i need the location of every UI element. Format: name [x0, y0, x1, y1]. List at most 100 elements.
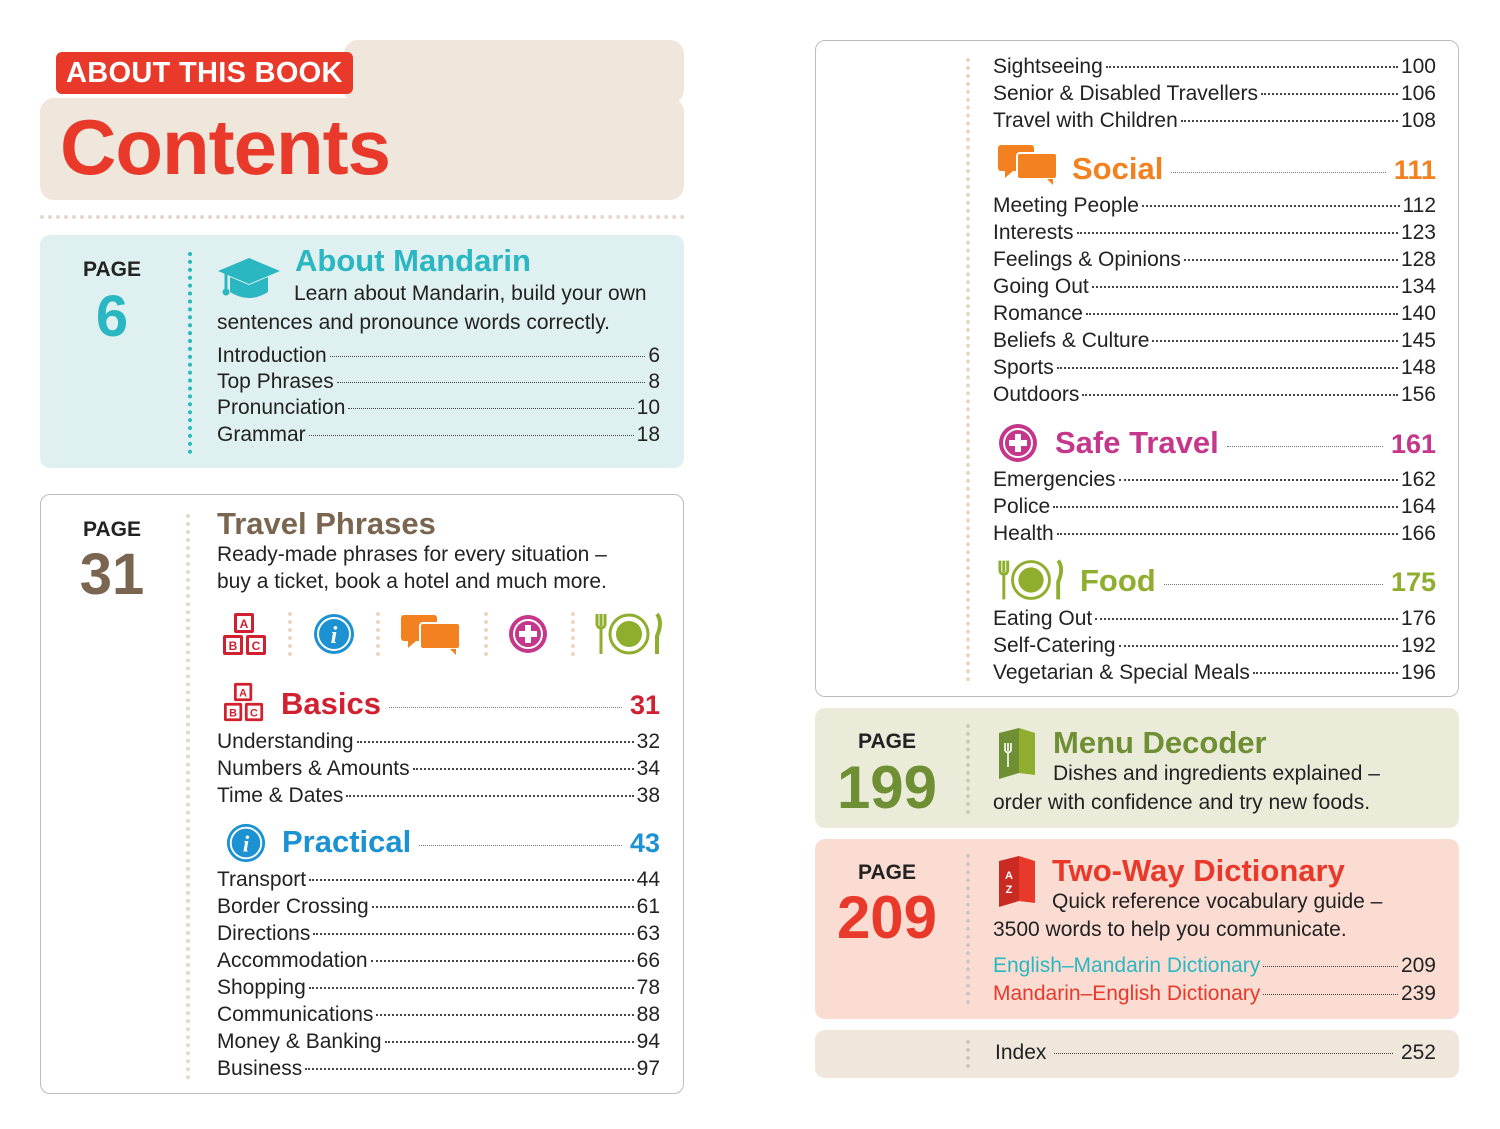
- toc-row[interactable]: Border Crossing 61: [217, 893, 660, 920]
- toc-label: Sports: [993, 356, 1054, 379]
- plus-circle-icon: [999, 424, 1037, 462]
- toc-row[interactable]: Senior & Disabled Travellers 106: [993, 80, 1436, 107]
- dot-leader: [329, 356, 646, 357]
- dot-leader: [1056, 533, 1398, 535]
- header-tab-bg: [344, 40, 684, 104]
- dot-leader: [371, 906, 634, 908]
- abc-blocks-icon: A B C: [223, 613, 266, 655]
- description: Quick reference vocabulary guide –: [1052, 890, 1383, 913]
- toc-label: Grammar: [217, 423, 306, 446]
- toc-row[interactable]: Romance 140: [993, 300, 1436, 327]
- toc-row[interactable]: Shopping 78: [217, 974, 660, 1001]
- toc-row[interactable]: Top Phrases 8: [217, 368, 660, 395]
- index-box: [815, 1030, 1459, 1078]
- toc-row[interactable]: Interests 123: [993, 219, 1436, 246]
- toc-row[interactable]: Police 164: [993, 493, 1436, 520]
- dot-leader: [1095, 618, 1398, 620]
- toc-label: Senior & Disabled Travellers: [993, 82, 1258, 105]
- toc-row[interactable]: Grammar 18: [217, 421, 660, 448]
- toc-label: Meeting People: [993, 194, 1139, 217]
- toc-row[interactable]: Transport 44: [217, 866, 660, 893]
- section-heading-practical[interactable]: Practical 43: [282, 826, 660, 859]
- dot-leader: [313, 933, 634, 935]
- toc-row[interactable]: Outdoors 156: [993, 381, 1436, 408]
- toc-row[interactable]: Business 97: [217, 1055, 660, 1082]
- dotted-divider: [188, 252, 192, 454]
- toc-row[interactable]: Mandarin–English Dictionary 239: [993, 980, 1436, 1007]
- toc-label: Health: [993, 522, 1054, 545]
- toc-row[interactable]: Health 166: [993, 520, 1436, 547]
- section-heading-safe-travel[interactable]: Safe Travel 161: [1055, 427, 1436, 460]
- toc-label: Transport: [217, 868, 307, 891]
- toc-row[interactable]: Eating Out 176: [993, 605, 1436, 632]
- toc-page: 134: [1400, 275, 1436, 298]
- toc-label: Feelings & Opinions: [993, 248, 1181, 271]
- page-number: 209: [836, 884, 938, 951]
- index-row[interactable]: Index 252: [995, 1039, 1436, 1066]
- toc-row[interactable]: Numbers & Amounts 34: [217, 755, 660, 782]
- toc-page: 63: [636, 922, 660, 945]
- icon-divider: [288, 612, 292, 656]
- dot-leader: [1076, 232, 1398, 234]
- toc-row[interactable]: Going Out 134: [993, 273, 1436, 300]
- svg-text:i: i: [331, 623, 338, 649]
- toc-row[interactable]: Travel with Children 108: [993, 107, 1436, 134]
- section-heading-basics[interactable]: Basics 31: [281, 688, 660, 721]
- plate-fork-knife-icon: [595, 612, 662, 655]
- toc-row[interactable]: Sports 148: [993, 354, 1436, 381]
- dictionary-book-icon: A Z: [999, 856, 1035, 907]
- toc-row[interactable]: Vegetarian & Special Meals 196: [993, 659, 1436, 686]
- dotted-divider: [186, 514, 190, 1080]
- toc-page: 88: [636, 1003, 660, 1026]
- toc-label: Money & Banking: [217, 1030, 382, 1053]
- dot-leader: [1252, 672, 1398, 674]
- toc-page: 44: [636, 868, 660, 891]
- dot-leader: [1171, 172, 1386, 173]
- svg-text:A: A: [240, 617, 249, 631]
- dot-leader: [1118, 645, 1398, 647]
- description: sentences and pronounce words correctly.: [217, 311, 610, 334]
- dot-leader: [1152, 340, 1398, 342]
- icon-divider: [484, 612, 488, 656]
- toc-page: 78: [636, 976, 660, 999]
- toc-row[interactable]: Money & Banking 94: [217, 1028, 660, 1055]
- toc-page: 123: [1400, 221, 1436, 244]
- toc-label: Self-Catering: [993, 634, 1116, 657]
- section-name: Basics: [281, 686, 381, 721]
- toc-page: 8: [648, 370, 660, 393]
- toc-row[interactable]: Sightseeing 100: [993, 53, 1436, 80]
- section-title: Two-Way Dictionary: [1052, 853, 1345, 888]
- toc-page: 18: [636, 423, 660, 446]
- dot-leader: [336, 382, 646, 383]
- toc-row[interactable]: Pronunciation 10: [217, 394, 660, 421]
- toc-page: 192: [1400, 634, 1436, 657]
- toc-page: 176: [1400, 607, 1436, 630]
- toc-label: Time & Dates: [217, 784, 344, 807]
- toc-row[interactable]: Meeting People 112: [993, 192, 1436, 219]
- toc-row[interactable]: Understanding 32: [217, 728, 660, 755]
- toc-row[interactable]: Introduction 6: [217, 342, 660, 369]
- dot-leader: [308, 987, 634, 989]
- toc-row[interactable]: Self-Catering 192: [993, 632, 1436, 659]
- toc-row[interactable]: Feelings & Opinions 128: [993, 246, 1436, 273]
- toc-row[interactable]: English–Mandarin Dictionary 209: [993, 952, 1436, 979]
- section-title: Travel Phrases: [217, 506, 436, 541]
- page-label: PAGE: [858, 730, 916, 753]
- menu-decoder-box: [815, 708, 1459, 828]
- section-title: Menu Decoder: [1053, 725, 1267, 760]
- toc-label: Business: [217, 1057, 303, 1080]
- dot-leader: [305, 1068, 634, 1070]
- about-mandarin-box: [40, 235, 684, 468]
- section-heading-social[interactable]: Social 111: [1072, 153, 1436, 186]
- toc-row[interactable]: Beliefs & Culture 145: [993, 327, 1436, 354]
- toc-label: Accommodation: [217, 949, 368, 972]
- toc-row[interactable]: Accommodation 66: [217, 947, 660, 974]
- page-label: PAGE: [83, 258, 141, 281]
- toc-row[interactable]: Emergencies 162: [993, 466, 1436, 493]
- toc-row[interactable]: Communications 88: [217, 1001, 660, 1028]
- info-icon: i: [314, 614, 354, 654]
- dot-leader: [1163, 584, 1383, 585]
- toc-row[interactable]: Directions 63: [217, 920, 660, 947]
- toc-row[interactable]: Time & Dates 38: [217, 782, 660, 809]
- section-heading-food[interactable]: Food 175: [1080, 565, 1436, 598]
